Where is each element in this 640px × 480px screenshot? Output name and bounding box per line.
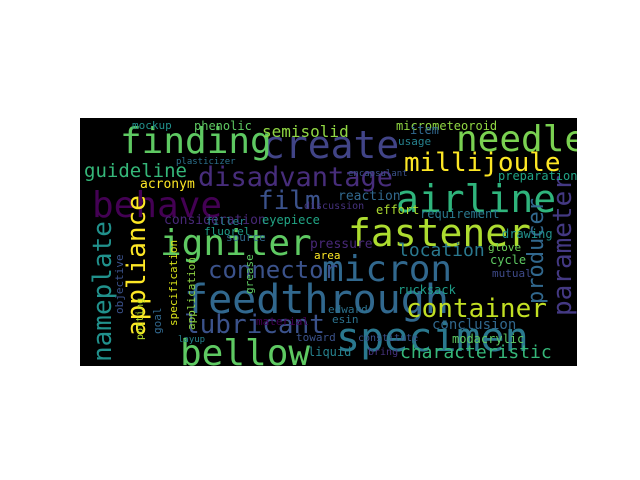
- word-container: container: [406, 294, 547, 324]
- word-specification: specification: [167, 239, 180, 326]
- word-producer: producer: [524, 198, 549, 304]
- word-mockup: mockup: [132, 119, 172, 132]
- word-filler: filler: [206, 215, 246, 228]
- word-encapsulant: encapsulant: [348, 169, 408, 179]
- word-drawing: drawing: [502, 227, 553, 241]
- word-rucksack: rucksack: [398, 283, 456, 297]
- word-cycle: cycle: [490, 253, 527, 267]
- word-layup: layup: [178, 335, 206, 345]
- word-mutual: mutual: [492, 267, 532, 280]
- word-preparation: preparation: [498, 169, 577, 183]
- word-objective: objective: [113, 254, 126, 314]
- word-cloud: create finding needle millijoule behave …: [80, 118, 577, 366]
- word-millijoule: millijoule: [404, 148, 561, 178]
- word-phenolic: phenolic: [194, 119, 252, 133]
- word-needle: needle: [456, 119, 577, 160]
- word-create: create: [262, 123, 400, 167]
- word-modacrylic: modacrylic: [452, 332, 525, 346]
- word-glove: glove: [488, 241, 522, 254]
- word-reaction: reaction: [338, 189, 401, 204]
- word-fluorel: fluorel: [204, 225, 251, 238]
- word-consideration: consideration: [164, 213, 266, 228]
- word-behave: behave: [92, 185, 223, 226]
- word-film: film: [258, 186, 321, 216]
- word-lubricant: lubricant: [184, 310, 325, 340]
- word-eyepiece: eyepiece: [262, 213, 320, 227]
- word-discussion: discussion: [304, 201, 365, 212]
- word-disadvantage: disadvantage: [198, 162, 394, 193]
- word-usage: usage: [398, 135, 432, 148]
- word-micron: micron: [322, 249, 453, 290]
- word-grease: grease: [243, 254, 256, 294]
- word-feedthrough: feedthrough: [184, 277, 449, 323]
- word-parameter: parameter: [548, 175, 577, 316]
- word-toward: toward: [296, 331, 336, 344]
- word-location: location: [398, 240, 485, 261]
- word-esin: esin: [332, 313, 359, 326]
- word-area: area: [314, 249, 341, 262]
- word-airline: airline: [396, 177, 557, 221]
- word-acronym: acronym: [140, 177, 195, 192]
- word-micrometeoroid: micrometeoroid: [396, 119, 498, 133]
- word-material: material: [256, 315, 309, 328]
- word-edward: edward: [328, 303, 368, 316]
- word-semisolid: semisolid: [262, 122, 349, 141]
- word-pressure: pressure: [310, 237, 373, 252]
- word-fastener: fastener: [348, 211, 532, 255]
- word-item: item: [410, 123, 439, 137]
- word-goal: goal: [151, 307, 164, 335]
- word-application: application: [185, 257, 198, 330]
- word-source: source: [226, 231, 266, 244]
- word-connector: connector: [208, 256, 339, 284]
- word-requirement: requirement: [420, 207, 500, 221]
- word-bring: bring: [368, 347, 399, 358]
- word-potting: potting: [135, 297, 146, 340]
- word-conclusion: conclusion: [432, 317, 517, 333]
- word-effort: effort: [376, 203, 420, 217]
- word-liquid: liquid: [308, 345, 352, 359]
- word-plasticizer: plasticizer: [176, 157, 236, 167]
- word-bellow: bellow: [180, 333, 311, 367]
- word-igniter: igniter: [160, 223, 312, 264]
- word-finding: finding: [120, 121, 272, 162]
- word-characteristic: characteristic: [400, 342, 552, 363]
- word-guideline: guideline: [84, 160, 187, 182]
- word-constitute: constitute: [358, 333, 419, 344]
- word-specimen: specimen: [336, 315, 529, 361]
